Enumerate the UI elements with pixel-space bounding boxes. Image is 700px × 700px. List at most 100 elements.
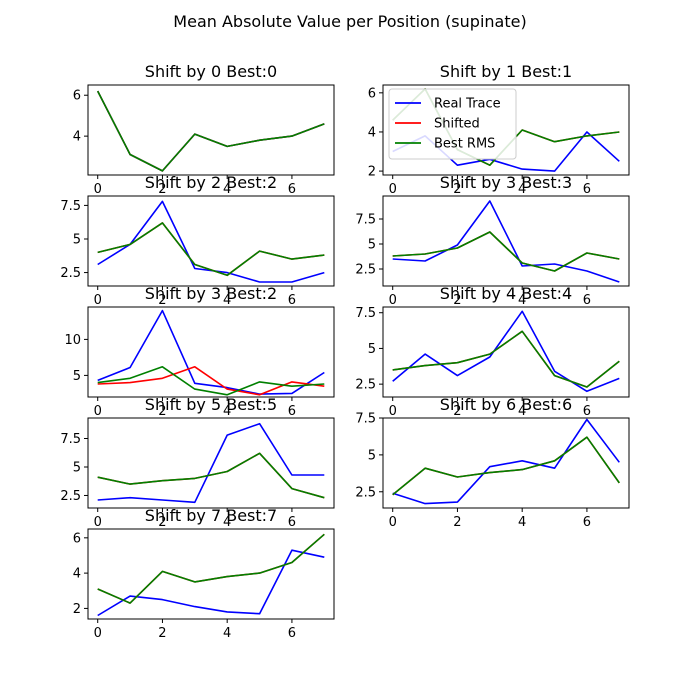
x-tick-label: 2 — [158, 404, 166, 419]
legend-label: Shifted — [434, 117, 480, 132]
y-tick-label: 7.5 — [60, 432, 81, 447]
x-tick-label: 0 — [389, 182, 397, 197]
figure-suptitle: Mean Absolute Value per Position (supina… — [173, 12, 526, 31]
x-tick-label: 4 — [223, 626, 231, 641]
y-tick-label: 6 — [73, 89, 81, 104]
x-tick-label: 0 — [94, 293, 102, 308]
subplot-1: 0 2 4 6 4 6 Shift by 0 Best:0 — [73, 62, 335, 197]
y-tick-label: 4 — [73, 130, 81, 145]
legend: Real Trace Shifted Best RMS — [388, 88, 517, 160]
y-tick-label: 2.5 — [60, 266, 81, 281]
x-tick-label: 4 — [223, 293, 231, 308]
x-tick-label: 6 — [583, 404, 591, 419]
x-tick-label: 6 — [288, 626, 296, 641]
y-tick-label: 2.5 — [355, 263, 376, 278]
series-line-best — [97, 222, 325, 277]
y-tick-label: 7.5 — [60, 199, 81, 214]
series-line-real — [392, 310, 620, 393]
subplot-title: Shift by 4 Best:4 — [440, 284, 572, 303]
x-tick-label: 2 — [453, 293, 461, 308]
x-tick-label: 6 — [288, 182, 296, 197]
x-tick-label: 6 — [288, 515, 296, 530]
y-tick-label: 5 — [73, 460, 81, 475]
subplot-title: Shift by 6 Best:6 — [440, 395, 572, 414]
axes-frame — [382, 417, 630, 509]
x-tick-label: 2 — [453, 404, 461, 419]
y-tick-label: 6 — [368, 86, 376, 101]
y-tick-label: 4 — [73, 567, 81, 582]
series-line-shifted — [97, 365, 325, 396]
legend-box — [388, 88, 517, 160]
y-tick-label: 6 — [73, 531, 81, 546]
subplot-4: 0 2 4 6 2.5 5 7.5 Shift by 3 Best:3 — [355, 173, 630, 308]
series-line-best — [97, 533, 325, 604]
axes-frame — [382, 195, 630, 287]
y-tick-label: 2.5 — [355, 378, 376, 393]
y-tick-label: 5 — [73, 232, 81, 247]
y-tick-label: 2.5 — [60, 489, 81, 504]
x-tick-label: 0 — [94, 182, 102, 197]
x-tick-label: 6 — [288, 293, 296, 308]
y-tick-label: 10 — [64, 333, 81, 348]
series-line-best — [392, 436, 620, 496]
subplot-title: Shift by 7 Best:7 — [145, 506, 277, 525]
y-tick-label: 7.5 — [355, 306, 376, 321]
subplot-title: Shift by 3 Best:3 — [440, 173, 572, 192]
y-tick-label: 5 — [368, 448, 376, 463]
series-line-real — [392, 418, 620, 505]
y-tick-label: 5 — [368, 238, 376, 253]
x-tick-label: 6 — [583, 293, 591, 308]
series-line-real — [97, 549, 325, 617]
x-tick-label: 0 — [389, 515, 397, 530]
x-tick-label: 6 — [583, 182, 591, 197]
axes-frame — [87, 306, 335, 398]
x-tick-label: 2 — [158, 626, 166, 641]
x-tick-label: 4 — [223, 182, 231, 197]
subplot-8: 0 2 4 6 2.5 5 7.5 Shift by 6 Best:6 — [355, 395, 630, 530]
y-tick-label: 2 — [73, 602, 81, 617]
axes-frame — [87, 84, 335, 176]
x-tick-label: 0 — [389, 404, 397, 419]
series-line-real — [392, 200, 620, 283]
y-tick-label: 2 — [368, 165, 376, 180]
series-line-best — [97, 452, 325, 499]
x-tick-label: 2 — [453, 515, 461, 530]
x-tick-label: 2 — [158, 515, 166, 530]
x-tick-label: 4 — [518, 515, 526, 530]
y-tick-label: 5 — [368, 342, 376, 357]
axes-frame — [87, 417, 335, 509]
series-line-real — [97, 422, 325, 504]
subplot-7: 0 2 4 6 2.5 5 7.5 Shift by 5 Best:5 — [60, 395, 335, 530]
x-tick-label: 2 — [158, 293, 166, 308]
subplot-5: 0 2 4 6 5 10 Shift by 3 Best:2 — [64, 284, 335, 419]
x-tick-label: 4 — [223, 515, 231, 530]
subplot-6: 0 2 4 6 2.5 5 7.5 Shift by 4 Best:4 — [355, 284, 630, 419]
series-line-best — [392, 330, 620, 388]
legend-label: Real Trace — [434, 97, 501, 112]
y-tick-label: 4 — [368, 125, 376, 140]
x-tick-label: 6 — [583, 515, 591, 530]
x-tick-label: 4 — [518, 182, 526, 197]
y-tick-label: 5 — [73, 369, 81, 384]
y-tick-label: 7.5 — [355, 213, 376, 228]
subplot-title: Shift by 2 Best:2 — [145, 173, 277, 192]
x-tick-label: 2 — [158, 182, 166, 197]
x-tick-label: 0 — [94, 515, 102, 530]
x-tick-label: 6 — [288, 404, 296, 419]
y-tick-label: 7.5 — [355, 412, 376, 427]
axes-frame — [87, 195, 335, 287]
subplot-title: Shift by 0 Best:0 — [145, 62, 277, 81]
subplot-title: Shift by 1 Best:1 — [440, 62, 572, 81]
x-tick-label: 2 — [453, 182, 461, 197]
subplot-3: 0 2 4 6 2.5 5 7.5 Shift by 2 Best:2 — [60, 173, 335, 308]
x-tick-label: 0 — [94, 404, 102, 419]
x-tick-label: 4 — [223, 404, 231, 419]
axes-frame — [382, 306, 630, 398]
axes-frame — [87, 528, 335, 620]
x-tick-label: 4 — [518, 404, 526, 419]
x-tick-label: 0 — [94, 626, 102, 641]
